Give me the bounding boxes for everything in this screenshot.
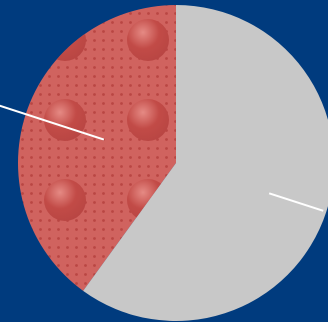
leader-line-1	[268, 192, 324, 212]
texture-dome-2	[44, 179, 86, 221]
texture-dome-4	[127, 19, 169, 61]
texture-dome-0	[44, 99, 86, 141]
texture-dome-5	[44, 19, 86, 61]
texture-dome-1	[127, 99, 169, 141]
leader-line-0	[0, 104, 105, 141]
pie-slice-1	[83, 5, 328, 321]
